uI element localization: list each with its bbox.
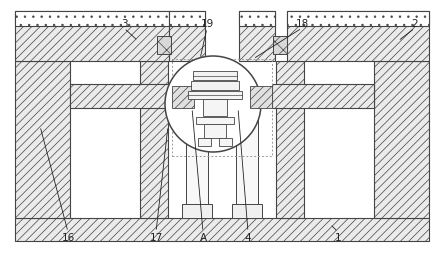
Bar bbox=[203, 99, 227, 116]
Text: 16: 16 bbox=[61, 233, 75, 243]
Text: A: A bbox=[199, 233, 206, 243]
Bar bbox=[172, 59, 272, 156]
Bar bbox=[15, 11, 169, 61]
Bar bbox=[193, 71, 237, 80]
Text: 4: 4 bbox=[245, 233, 251, 243]
Bar bbox=[15, 61, 70, 218]
Bar bbox=[204, 124, 226, 138]
Bar bbox=[232, 204, 262, 218]
Text: 1: 1 bbox=[335, 233, 341, 243]
Bar bbox=[182, 204, 212, 218]
Bar bbox=[239, 11, 275, 61]
Bar bbox=[374, 61, 429, 218]
Bar bbox=[172, 86, 194, 108]
Bar bbox=[140, 61, 168, 218]
Bar bbox=[198, 138, 211, 146]
Bar bbox=[287, 11, 429, 61]
Text: 3: 3 bbox=[121, 19, 127, 29]
Text: 2: 2 bbox=[412, 19, 418, 29]
Bar bbox=[169, 11, 205, 61]
Bar bbox=[239, 11, 275, 26]
Bar bbox=[191, 81, 239, 90]
Bar bbox=[186, 104, 208, 218]
Text: 18: 18 bbox=[295, 19, 309, 29]
Bar bbox=[236, 104, 258, 218]
Bar bbox=[70, 84, 172, 108]
Bar bbox=[196, 117, 234, 124]
Bar bbox=[250, 86, 272, 108]
Circle shape bbox=[165, 56, 261, 152]
Text: 19: 19 bbox=[200, 19, 214, 29]
Bar bbox=[219, 138, 232, 146]
Bar bbox=[188, 91, 242, 99]
Text: 17: 17 bbox=[149, 233, 163, 243]
Bar bbox=[276, 61, 304, 218]
Bar bbox=[273, 36, 287, 54]
Bar bbox=[272, 84, 374, 108]
Bar bbox=[157, 36, 171, 54]
Bar bbox=[169, 11, 205, 26]
Bar bbox=[287, 11, 429, 26]
Bar bbox=[15, 11, 169, 26]
Bar bbox=[15, 218, 429, 241]
Bar bbox=[169, 61, 275, 218]
